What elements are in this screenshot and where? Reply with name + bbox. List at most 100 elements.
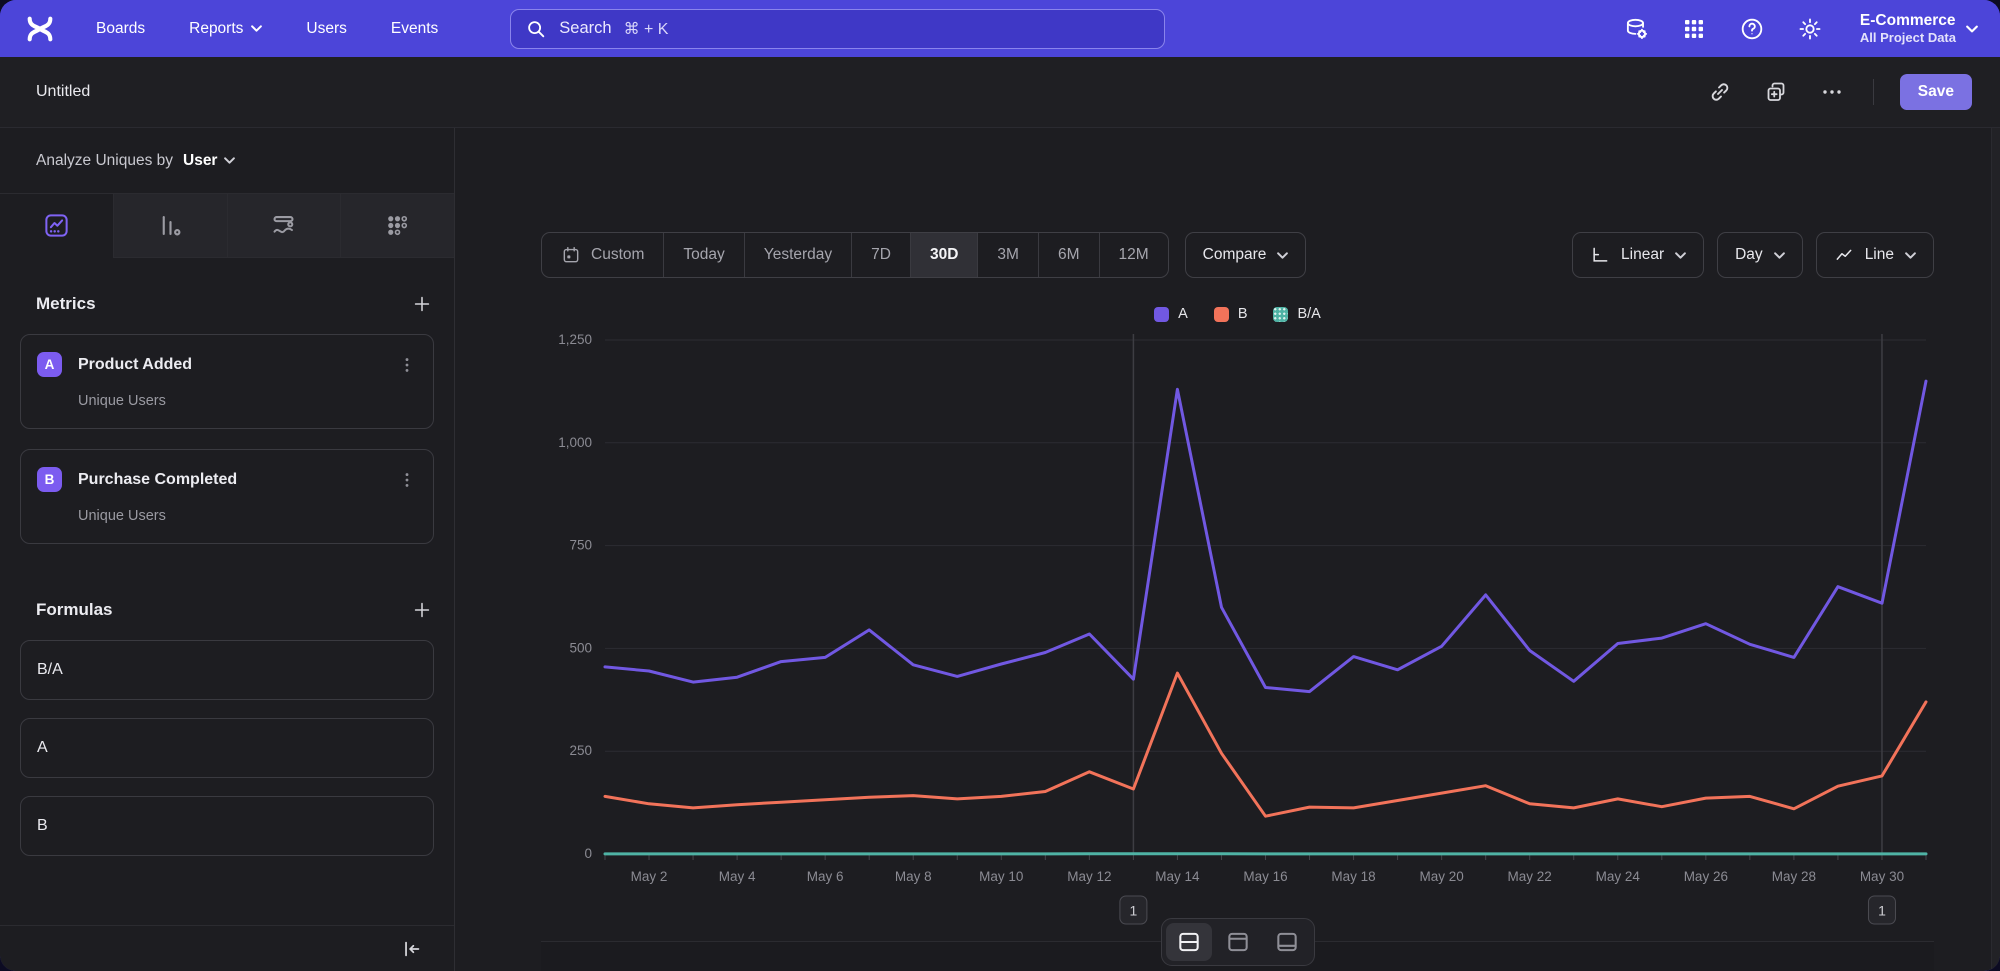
scrollbar[interactable] bbox=[1991, 128, 2000, 971]
project-switcher[interactable]: E-Commerce All Project Data bbox=[1860, 11, 1978, 47]
layout-chart-only-button[interactable] bbox=[1215, 923, 1261, 961]
chart-only-icon bbox=[1227, 932, 1248, 952]
chart-type-dropdown[interactable]: Line bbox=[1815, 232, 1934, 278]
analyze-entity-dropdown[interactable]: User bbox=[183, 152, 236, 170]
collapse-sidebar-icon[interactable] bbox=[398, 935, 426, 963]
split-view-icon bbox=[1178, 932, 1199, 952]
range-7d[interactable]: 7D bbox=[851, 233, 910, 277]
formula-label: A bbox=[37, 739, 48, 756]
range-label: Today bbox=[683, 246, 725, 263]
search-input[interactable]: Search ⌘ + K bbox=[510, 8, 1166, 49]
range-30d[interactable]: 30D bbox=[909, 233, 978, 277]
annotation-badge[interactable]: 1 bbox=[1119, 895, 1148, 925]
svg-text:0: 0 bbox=[584, 846, 592, 861]
metric-card-b[interactable]: B Purchase Completed Unique Users bbox=[20, 449, 434, 544]
chart-panel: Custom Today Yesterday 7D 30D 3M 6M 12M … bbox=[455, 128, 2000, 971]
compare-button[interactable]: Compare bbox=[1184, 232, 1307, 278]
svg-text:May 18: May 18 bbox=[1331, 869, 1375, 884]
nav-reports-label: Reports bbox=[189, 19, 244, 37]
tab-funnels[interactable] bbox=[112, 194, 227, 258]
insights-chart-icon bbox=[45, 214, 68, 237]
range-12m[interactable]: 12M bbox=[1098, 233, 1168, 277]
chart-legend: A B B/A bbox=[541, 304, 1934, 324]
chart-controls-row: Custom Today Yesterday 7D 30D 3M 6M 12M … bbox=[541, 232, 1934, 278]
mixpanel-logo-icon[interactable] bbox=[24, 14, 58, 44]
kebab-menu-icon[interactable] bbox=[397, 355, 417, 375]
settings-gear-icon[interactable] bbox=[1796, 15, 1824, 43]
line-chart[interactable]: 0 250 500 750 1,000 1,250 May 2 May 4 May 6 May 8… bbox=[541, 326, 1934, 939]
range-yesterday[interactable]: Yesterday bbox=[743, 233, 851, 277]
range-custom[interactable]: Custom bbox=[542, 233, 663, 277]
layout-split-view-button[interactable] bbox=[1165, 923, 1212, 961]
range-today[interactable]: Today bbox=[663, 233, 743, 277]
range-6m[interactable]: 6M bbox=[1037, 233, 1099, 277]
search-icon bbox=[525, 18, 547, 40]
formula-card[interactable]: B/A bbox=[20, 640, 434, 700]
svg-text:May 2: May 2 bbox=[631, 869, 668, 884]
metric-name: Purchase Completed bbox=[78, 470, 238, 488]
legend-item-a[interactable]: A bbox=[1154, 306, 1188, 322]
metric-card-a[interactable]: A Product Added Unique Users bbox=[20, 334, 434, 429]
legend-swatch bbox=[1154, 306, 1170, 322]
primary-nav: Boards Reports Users Events bbox=[96, 20, 438, 38]
chevron-down-icon bbox=[1675, 251, 1686, 259]
tab-retention[interactable] bbox=[340, 194, 454, 258]
metric-aggregation[interactable]: Unique Users bbox=[78, 508, 166, 524]
svg-text:May 12: May 12 bbox=[1067, 869, 1111, 884]
interval-dropdown[interactable]: Day bbox=[1717, 232, 1803, 278]
scale-label: Linear bbox=[1621, 246, 1665, 263]
formulas-section-header: Formulas bbox=[20, 598, 434, 622]
svg-text:May 30: May 30 bbox=[1860, 869, 1904, 884]
formula-card[interactable]: A bbox=[20, 718, 434, 778]
nav-events[interactable]: Events bbox=[391, 20, 438, 38]
kebab-menu-icon[interactable] bbox=[397, 470, 417, 490]
nav-boards[interactable]: Boards bbox=[96, 20, 145, 38]
chart-type-label: Line bbox=[1864, 246, 1894, 263]
funnels-bars-icon bbox=[162, 215, 181, 236]
duplicate-icon[interactable] bbox=[1761, 77, 1791, 107]
nav-reports[interactable]: Reports bbox=[189, 19, 263, 38]
save-button[interactable]: Save bbox=[1899, 74, 1972, 110]
chevron-down-icon bbox=[1966, 25, 1978, 33]
svg-text:750: 750 bbox=[569, 538, 592, 553]
scale-dropdown[interactable]: Linear bbox=[1572, 232, 1705, 278]
report-actions: Save bbox=[1705, 74, 1972, 110]
metric-name: Product Added bbox=[78, 355, 193, 373]
legend-item-b[interactable]: B bbox=[1213, 306, 1248, 322]
svg-text:May 14: May 14 bbox=[1155, 869, 1200, 884]
tab-flows[interactable] bbox=[226, 194, 341, 258]
table-only-icon bbox=[1276, 932, 1297, 952]
formula-card[interactable]: B bbox=[20, 796, 434, 856]
legend-item-ba[interactable]: B/A bbox=[1273, 306, 1321, 322]
search-shortcut: ⌘ + K bbox=[623, 20, 669, 38]
add-metric-button[interactable] bbox=[410, 292, 434, 316]
metric-aggregation[interactable]: Unique Users bbox=[78, 393, 166, 409]
app-body: Analyze Uniques by User bbox=[0, 128, 2000, 971]
annotation-badge[interactable]: 1 bbox=[1867, 895, 1896, 925]
tab-insights[interactable] bbox=[0, 194, 113, 258]
copy-link-icon[interactable] bbox=[1705, 77, 1735, 107]
range-label: 30D bbox=[929, 246, 959, 263]
svg-text:May 28: May 28 bbox=[1772, 869, 1816, 884]
chevron-down-icon bbox=[251, 25, 263, 32]
legend-label: B/A bbox=[1297, 306, 1321, 322]
more-options-icon[interactable] bbox=[1817, 77, 1847, 107]
chart-svg[interactable]: 0 250 500 750 1,000 1,250 May 2 May 4 May 6 May 8… bbox=[541, 326, 1934, 934]
apps-grid-icon[interactable] bbox=[1680, 15, 1708, 43]
help-icon[interactable] bbox=[1738, 15, 1766, 43]
compare-label: Compare bbox=[1202, 246, 1267, 263]
report-title[interactable]: Untitled bbox=[36, 83, 91, 100]
legend-swatch bbox=[1273, 306, 1289, 322]
layout-table-only-button[interactable] bbox=[1264, 923, 1310, 961]
svg-text:May 4: May 4 bbox=[719, 869, 756, 884]
svg-text:1: 1 bbox=[1878, 903, 1886, 919]
nav-users[interactable]: Users bbox=[306, 20, 346, 38]
bottom-bar bbox=[541, 918, 1934, 971]
chevron-down-icon bbox=[1277, 251, 1289, 259]
legend-label: B bbox=[1237, 306, 1248, 322]
data-management-icon[interactable] bbox=[1622, 15, 1650, 43]
range-3m[interactable]: 3M bbox=[977, 233, 1038, 277]
svg-text:May 10: May 10 bbox=[979, 869, 1023, 884]
metrics-section-header: Metrics bbox=[20, 292, 434, 316]
add-formula-button[interactable] bbox=[410, 598, 434, 622]
